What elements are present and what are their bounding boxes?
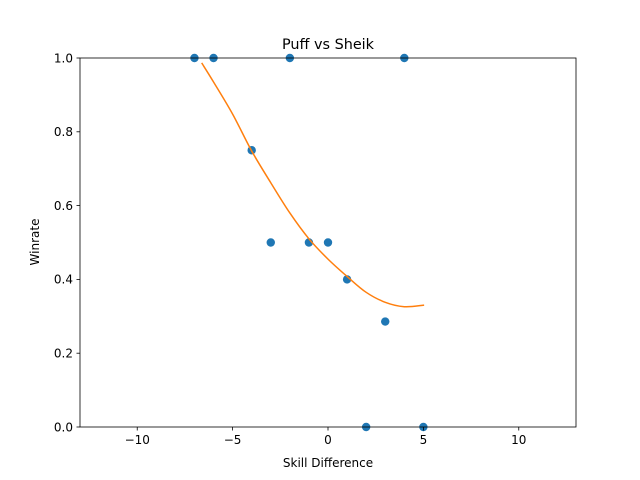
chart-title: Puff vs Sheik [282,37,375,53]
x-tick-label: 5 [420,433,428,447]
y-tick-label: 1.0 [54,51,73,65]
x-tick-label: 10 [511,433,526,447]
x-tick-label: 0 [324,433,332,447]
plot-area: −10 −5 0 5 10 0.0 0.2 0.4 0.6 0.8 1.0 [54,51,577,447]
y-tick-label: 0.8 [54,125,73,139]
scatter-point [381,317,390,326]
x-axis-label: Skill Difference [283,456,373,470]
y-tick-label: 0.4 [54,273,73,287]
scatter-point [266,238,275,247]
y-tick-label: 0.6 [54,199,73,213]
fitted-curve-line [201,62,425,308]
y-tick-label: 0.0 [54,420,73,434]
y-tick-label: 0.2 [54,347,73,361]
scatter-point [323,238,333,247]
y-axis-label: Winrate [28,219,42,266]
x-tick-label: −10 [125,433,150,447]
x-tick-label: −5 [224,433,242,447]
